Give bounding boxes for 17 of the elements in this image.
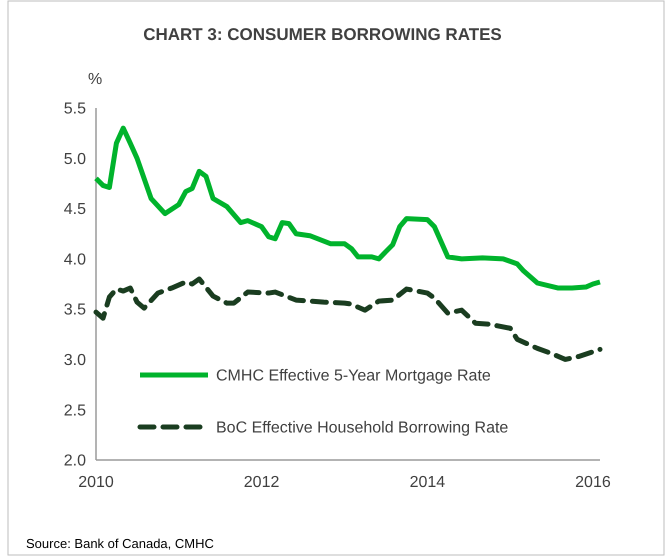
y-tick-label: 5.0 bbox=[64, 150, 86, 168]
y-tick-label: 5.5 bbox=[64, 100, 86, 118]
y-tick-label: 2.5 bbox=[64, 402, 86, 420]
x-tick-label: 2012 bbox=[244, 474, 280, 491]
legend-label: CMHC Effective 5-Year Mortgage Rate bbox=[216, 368, 491, 385]
y-tick-label: 3.5 bbox=[64, 302, 86, 319]
chart-title: CHART 3: CONSUMER BORROWING RATES bbox=[143, 25, 502, 44]
y-tick-label: 4.0 bbox=[64, 251, 86, 268]
x-tick-label: 2016 bbox=[575, 474, 611, 491]
legend-label: BoC Effective Household Borrowing Rate bbox=[216, 420, 508, 437]
y-axis-title: % bbox=[88, 71, 102, 88]
x-tick-label: 2010 bbox=[78, 474, 114, 491]
y-tick-label: 3.0 bbox=[64, 352, 86, 370]
y-tick-label: 2.0 bbox=[64, 452, 86, 470]
source-note: Source: Bank of Canada, CMHC bbox=[26, 536, 214, 551]
y-tick-label: 4.5 bbox=[64, 201, 86, 218]
x-tick-label: 2014 bbox=[410, 474, 446, 491]
